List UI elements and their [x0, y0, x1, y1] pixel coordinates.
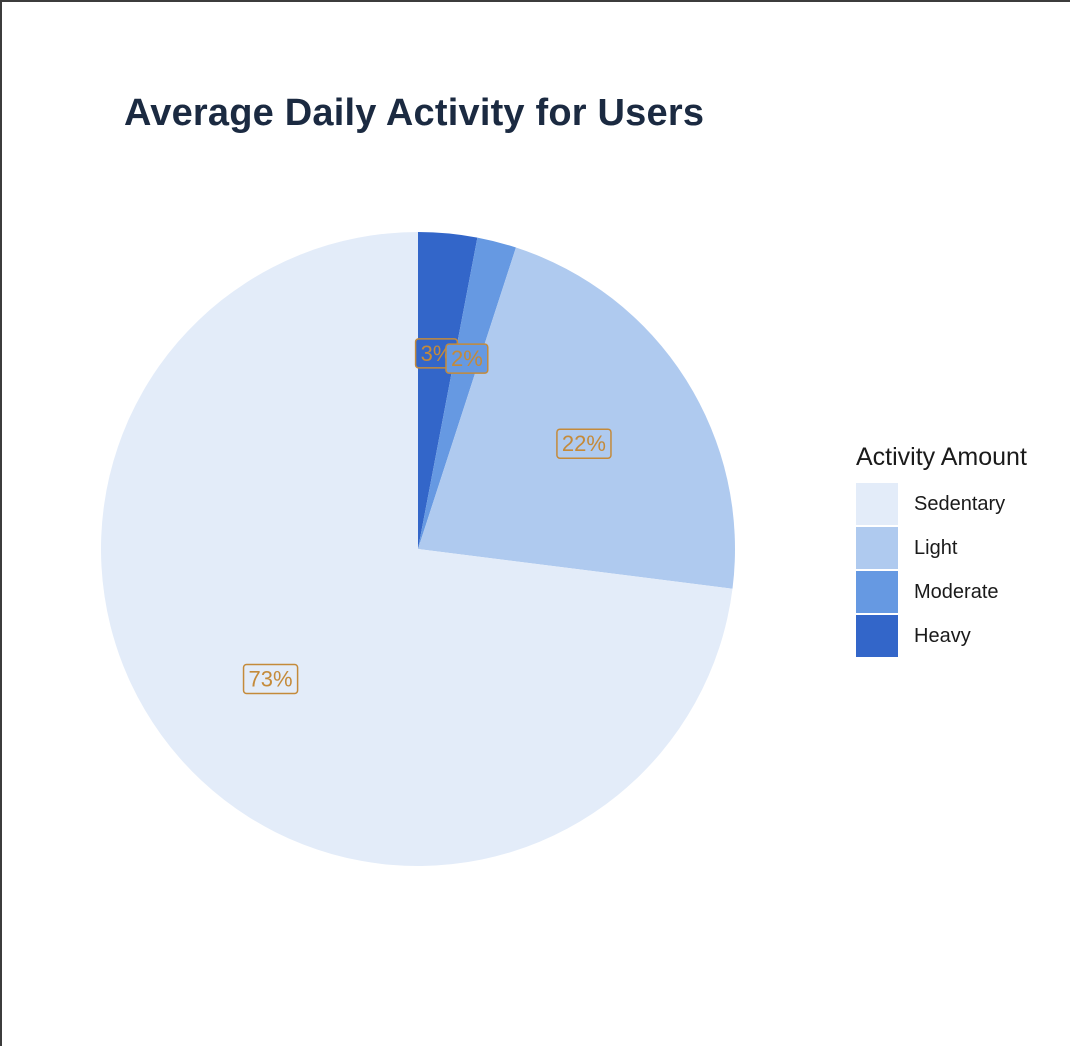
pie-label-text: 73% — [249, 666, 293, 691]
pie-label-text: 22% — [562, 431, 606, 456]
pie-slice-light — [418, 247, 735, 589]
legend-label-light: Light — [914, 536, 958, 559]
legend-swatch-sedentary — [856, 483, 898, 525]
pie-label-box — [242, 663, 299, 695]
legend-title: Activity Amount — [856, 443, 1027, 471]
pie-labels: 3%2%22%73% — [242, 338, 612, 695]
pie-label-box — [445, 343, 489, 374]
pie-slice-moderate — [418, 237, 516, 550]
legend-swatch-moderate — [856, 571, 898, 613]
legend-label-sedentary: Sedentary — [914, 492, 1006, 515]
legend-label-heavy: Heavy — [914, 624, 971, 647]
pie-slice-sedentary — [101, 232, 733, 866]
pie-label-light: 22% — [556, 428, 612, 459]
pie-label-moderate: 2% — [445, 343, 489, 374]
legend-item-light: Light — [856, 526, 1027, 570]
legend-swatch-light — [856, 527, 898, 569]
legend-label-moderate: Moderate — [914, 580, 999, 603]
legend-item-moderate: Moderate — [856, 570, 1027, 614]
pie-label-sedentary: 73% — [242, 663, 299, 695]
legend-swatch-heavy — [856, 615, 898, 657]
pie-label-box — [556, 428, 612, 459]
pie-slices — [101, 232, 735, 866]
legend-item-heavy: Heavy — [856, 614, 1027, 658]
pie-slice-heavy — [418, 232, 478, 549]
chart-title: Average Daily Activity for Users — [124, 92, 705, 134]
legend: Activity Amount Sedentary Light Moderate… — [856, 443, 1027, 658]
legend-item-sedentary: Sedentary — [856, 482, 1027, 526]
pie-label-text: 2% — [451, 346, 483, 371]
